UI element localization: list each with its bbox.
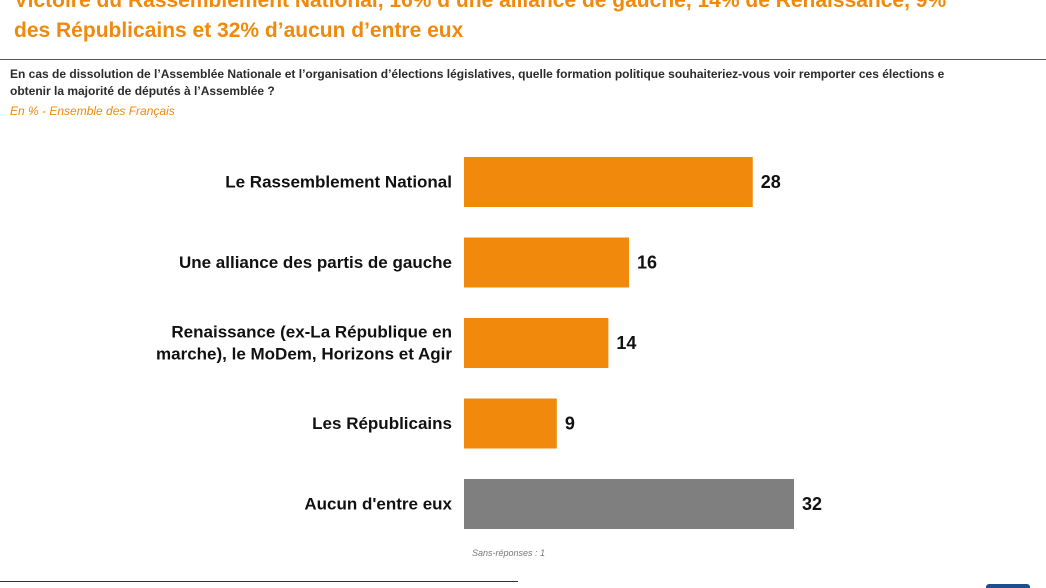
category-label: Une alliance des partis de gauche bbox=[179, 253, 452, 272]
chart-title: Victoire du Rassemblement National, 16% … bbox=[14, 0, 1046, 46]
bar bbox=[464, 479, 794, 529]
survey-question-line-1: En cas de dissolution de l’Assemblée Nat… bbox=[10, 67, 945, 81]
chart-title-line-2: des Républicains et 32% d’aucun d’entre … bbox=[14, 19, 464, 42]
bar-value-label: 32 bbox=[802, 494, 822, 514]
survey-question-line-2: obtenir la majorité de députés à l’Assem… bbox=[10, 84, 275, 98]
survey-question: En cas de dissolution de l’Assemblée Nat… bbox=[10, 66, 1040, 100]
chart-title-line-1: Victoire du Rassemblement National, 16% … bbox=[14, 0, 947, 12]
bar bbox=[464, 157, 753, 207]
category-label: Aucun d'entre eux bbox=[304, 495, 452, 514]
bar-value-label: 14 bbox=[616, 333, 636, 353]
bar bbox=[464, 237, 629, 288]
title-divider bbox=[0, 59, 1046, 60]
category-label: Les Républicains bbox=[312, 414, 452, 433]
category-label: marche), le MoDem, Horizons et Agir bbox=[156, 345, 452, 364]
no-answer-note: Sans-réponses : 1 bbox=[472, 548, 546, 558]
bar-value-label: 9 bbox=[565, 414, 575, 434]
footer-divider bbox=[0, 581, 518, 582]
category-label: Le Rassemblement National bbox=[225, 173, 452, 192]
bar-value-label: 16 bbox=[637, 253, 657, 273]
corner-tab bbox=[986, 584, 1030, 588]
bar-value-label: 28 bbox=[761, 172, 781, 192]
bar bbox=[464, 398, 557, 449]
category-label: Renaissance (ex-La République en bbox=[171, 323, 452, 342]
chart-subtitle: En % - Ensemble des Français bbox=[10, 104, 175, 118]
bar bbox=[464, 318, 609, 368]
